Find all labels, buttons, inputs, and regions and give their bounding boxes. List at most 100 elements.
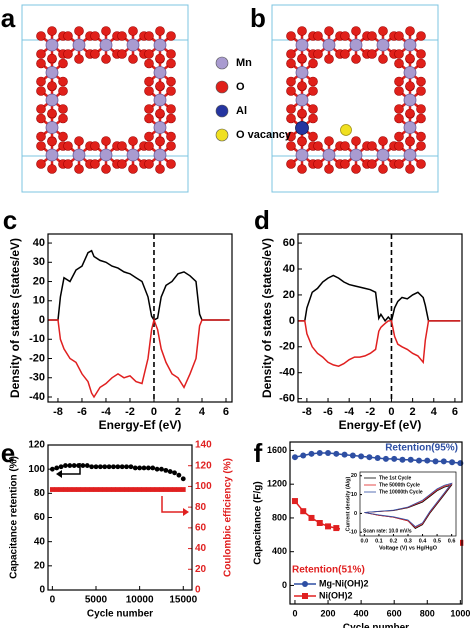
o-atom <box>144 86 154 96</box>
data-point <box>176 487 182 492</box>
data-point <box>54 465 60 471</box>
o-atom <box>166 131 176 142</box>
data-point <box>407 456 414 463</box>
al-atom <box>295 121 309 135</box>
legend-label: O vacancy <box>236 129 292 141</box>
data-point <box>145 487 151 492</box>
o-atom <box>313 141 323 151</box>
series-line <box>298 320 461 367</box>
data-point <box>325 449 332 456</box>
o-atom <box>47 136 57 147</box>
y-tick-label: 400 <box>272 546 287 556</box>
data-point <box>154 466 160 472</box>
o-atom <box>297 81 307 91</box>
data-point <box>141 465 147 471</box>
y-tick-label: 60 <box>34 512 46 523</box>
legend-atom <box>215 80 229 94</box>
data-point <box>93 487 99 492</box>
o-atom <box>74 54 84 64</box>
o-atom <box>416 31 426 41</box>
mn-atom <box>72 148 86 162</box>
plot-frame <box>47 233 233 403</box>
data-point <box>432 458 439 465</box>
y-axis-label: Density of states (states/eV) <box>8 238 22 398</box>
data-point <box>167 487 173 492</box>
o-atom <box>36 104 46 114</box>
x-tick-label: 0.4 <box>419 538 428 544</box>
o-atom <box>286 49 296 59</box>
mn-atom <box>153 148 167 162</box>
o-atom <box>351 136 361 146</box>
o-atom <box>416 113 426 124</box>
data-point <box>159 487 164 492</box>
o-atom <box>405 53 415 64</box>
o-atom <box>144 131 154 142</box>
o-atom <box>416 49 426 59</box>
panel-label: a <box>1 3 16 33</box>
x-tick-label: 600 <box>387 608 402 618</box>
annotation: Retention(51%) <box>292 565 365 576</box>
legend-atom <box>215 128 229 142</box>
axis-arrow-head <box>56 470 62 478</box>
o-atom <box>166 58 176 69</box>
o-atom <box>155 53 165 64</box>
panel-label: c <box>3 205 17 235</box>
o-atom <box>394 159 404 169</box>
o-atom <box>144 31 154 41</box>
mn-atom <box>403 93 417 107</box>
o-atom <box>286 159 296 169</box>
x-tick-label: 800 <box>420 608 435 618</box>
o-atom <box>58 104 68 114</box>
data-point <box>71 487 77 492</box>
o-atom <box>47 81 57 91</box>
mn-atom <box>322 38 336 52</box>
o-atom <box>286 76 296 87</box>
x-tick-label: 0.1 <box>375 538 383 544</box>
mn-atom <box>295 38 309 52</box>
y-axis-label: Current density (A/g) <box>345 476 351 531</box>
data-point <box>172 487 177 492</box>
o-atom <box>74 26 84 36</box>
mn-atom <box>295 148 309 162</box>
annotation: Scan rate: 10.0 mV/s <box>363 528 412 534</box>
o-atom <box>351 26 361 36</box>
y2-tick-label: 20 <box>195 564 207 575</box>
data-point <box>84 487 90 492</box>
x-tick-label: 200 <box>321 608 336 618</box>
annotation: Retention(95%) <box>385 443 458 454</box>
o-atom <box>367 159 377 169</box>
legend-label: The 1st Cycle <box>379 475 411 481</box>
data-point <box>349 452 356 459</box>
o-atom <box>101 164 111 174</box>
data-point <box>128 487 134 492</box>
y-tick-label: 0 <box>289 315 295 327</box>
y-axis-label: Capacitance (F/g) <box>253 481 264 564</box>
o-atom <box>313 49 323 59</box>
data-point <box>132 487 138 492</box>
data-point <box>89 464 95 470</box>
data-point <box>300 508 307 515</box>
o-atom <box>351 164 361 174</box>
mn-atom <box>153 38 167 52</box>
o-atom <box>166 76 176 87</box>
x-tick-label: 6 <box>223 406 229 418</box>
o-atom <box>144 113 154 124</box>
data-point <box>154 487 160 492</box>
y-tick-label: 80 <box>34 488 46 499</box>
o-atom <box>144 58 154 69</box>
o-atom <box>47 108 57 119</box>
data-point <box>159 466 164 472</box>
y-tick-label: 0 <box>39 585 45 596</box>
x-tick-label: 0.5 <box>433 538 441 544</box>
x-tick-label: 10000 <box>126 595 154 606</box>
x-tick-label: -6 <box>77 406 87 418</box>
y-tick-label: -60 <box>279 393 295 405</box>
mn-atom <box>45 148 59 162</box>
x-tick-label: -8 <box>302 406 312 418</box>
y-tick-label: 1600 <box>267 445 287 455</box>
x-tick-label: 0.6 <box>448 538 456 544</box>
y-tick-label: -20 <box>279 341 295 353</box>
y-tick-label: 40 <box>34 536 46 547</box>
y-tick-label: 20 <box>283 289 295 301</box>
